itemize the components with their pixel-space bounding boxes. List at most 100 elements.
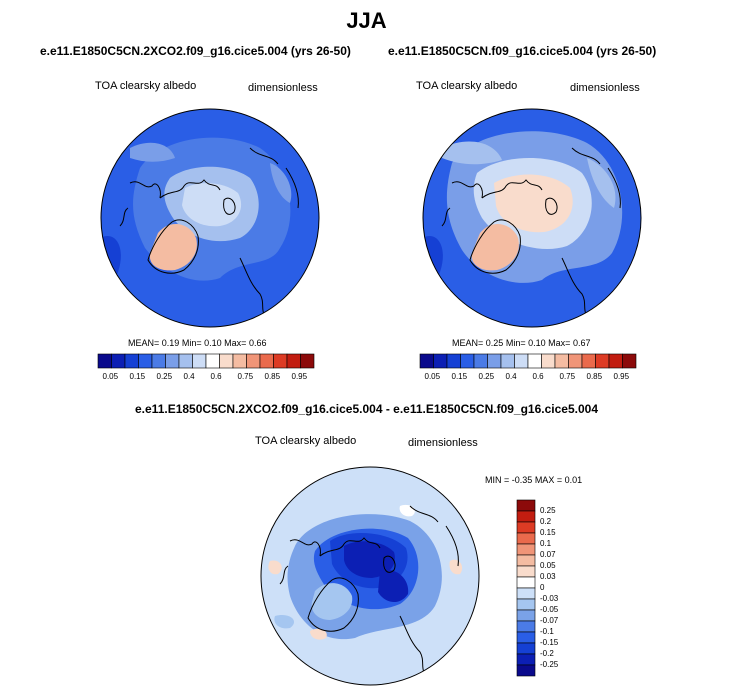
colorbar-swatch <box>433 353 448 369</box>
colorbar-tick-label: 0 <box>540 583 545 592</box>
panel2-mean: 0.25 <box>485 338 504 348</box>
difference-minmax: MIN = -0.35 MAX = 0.01 <box>485 475 582 485</box>
colorbar-swatch <box>246 353 261 369</box>
colorbar-swatch <box>581 353 596 369</box>
colorbar-tick-label: -0.1 <box>540 627 554 636</box>
colorbar-tick-label: 0.05 <box>102 372 119 381</box>
colorbar-swatch <box>554 353 569 369</box>
difference-min: -0.35 <box>511 475 533 485</box>
colorbar-swatch <box>608 353 623 369</box>
colorbar-swatch <box>516 653 536 666</box>
difference-title: e.e11.E1850C5CN.2XCO2.f09_g16.cice5.004 … <box>135 402 598 416</box>
colorbar-swatch <box>516 587 536 600</box>
panel2-min: 0.10 <box>528 338 546 348</box>
colorbar-swatch <box>473 353 488 369</box>
colorbar-swatch <box>516 565 536 578</box>
colorbar-tick-label: 0.05 <box>540 561 556 570</box>
colorbar-swatch <box>516 554 536 567</box>
colorbar-tick-label: 0.15 <box>540 528 556 537</box>
difference-max-label: MAX = <box>534 475 563 485</box>
colorbar-swatch <box>514 353 529 369</box>
panel1-min: 0.10 <box>204 338 222 348</box>
colorbar-tick-label: 0.6 <box>210 372 222 381</box>
panel1-max-label: Max= <box>224 338 247 348</box>
colorbar-tick-label: 0.15 <box>451 372 468 381</box>
colorbar-swatch <box>487 353 502 369</box>
panel2-max-label: Max= <box>548 338 571 348</box>
panel2-min-label: Min= <box>505 338 526 348</box>
colorbar-swatch <box>516 499 536 512</box>
panel2-stats: MEAN= 0.25 Min= 0.10 Max= 0.67 <box>452 338 590 348</box>
colorbar-swatch <box>622 353 637 369</box>
colorbar-tick-label: 0.07 <box>540 550 556 559</box>
colorbar-swatch <box>192 353 207 369</box>
panel2-polar-map <box>422 108 642 328</box>
colorbar-tick-label: 0.4 <box>183 372 195 381</box>
colorbar-tick-label: -0.15 <box>540 638 559 647</box>
colorbar-swatch <box>500 353 515 369</box>
colorbar-swatch <box>516 521 536 534</box>
colorbar-swatch <box>516 609 536 622</box>
panel1-colorbar-ticks: 0.05 0.15 0.25 0.4 0.6 0.75 0.85 0.95 <box>98 372 314 384</box>
colorbar-tick-label: 0.05 <box>424 372 441 381</box>
panel1-stats: MEAN= 0.19 Min= 0.10 Max= 0.66 <box>128 338 266 348</box>
colorbar-swatch <box>595 353 610 369</box>
difference-colorbar-ticks: 0.25 0.2 0.15 0.1 0.07 0.05 0.03 0 -0.03 -0.05 -0.… <box>540 500 580 676</box>
colorbar-swatch <box>516 543 536 556</box>
colorbar-swatch <box>516 664 536 677</box>
colorbar-tick-label: 0.1 <box>540 539 552 548</box>
difference-colorbar <box>516 499 536 677</box>
colorbar-swatch <box>259 353 274 369</box>
colorbar-tick-label: -0.07 <box>540 616 559 625</box>
colorbar-swatch <box>541 353 556 369</box>
panel1-case-title: e.e11.E1850C5CN.2XCO2.f09_g16.cice5.004 … <box>40 44 351 58</box>
panel1-mean-label: MEAN= <box>128 338 160 348</box>
colorbar-tick-label: 0.75 <box>237 372 254 381</box>
panel1-min-label: Min= <box>181 338 202 348</box>
colorbar-swatch <box>446 353 461 369</box>
colorbar-swatch <box>419 353 434 369</box>
panel2-colorbar <box>419 353 637 369</box>
colorbar-swatch <box>516 642 536 655</box>
colorbar-swatch <box>516 598 536 611</box>
colorbar-tick-label: 0.03 <box>540 572 556 581</box>
colorbar-tick-label: 0.95 <box>291 372 308 381</box>
colorbar-tick-label: 0.85 <box>586 372 603 381</box>
colorbar-swatch <box>111 353 126 369</box>
colorbar-swatch <box>138 353 153 369</box>
colorbar-swatch <box>300 353 315 369</box>
colorbar-swatch <box>516 631 536 644</box>
colorbar-swatch <box>232 353 247 369</box>
colorbar-swatch <box>460 353 475 369</box>
panel1-mean: 0.19 <box>161 338 180 348</box>
colorbar-swatch <box>286 353 301 369</box>
colorbar-tick-label: 0.4 <box>505 372 517 381</box>
colorbar-swatch <box>568 353 583 369</box>
panel2-colorbar-ticks: 0.05 0.15 0.25 0.4 0.6 0.75 0.85 0.95 <box>420 372 636 384</box>
difference-min-label: MIN = <box>485 475 510 485</box>
colorbar-tick-label: 0.2 <box>540 517 552 526</box>
colorbar-swatch <box>516 620 536 633</box>
colorbar-tick-label: 0.6 <box>532 372 544 381</box>
colorbar-swatch <box>97 353 112 369</box>
colorbar-swatch <box>516 532 536 545</box>
colorbar-tick-label: 0.95 <box>613 372 630 381</box>
panel1-variable: TOA clearsky albedo <box>95 80 197 92</box>
colorbar-tick-label: -0.25 <box>540 660 559 669</box>
colorbar-swatch <box>151 353 166 369</box>
colorbar-tick-label: 0.25 <box>156 372 173 381</box>
colorbar-tick-label: -0.2 <box>540 649 554 658</box>
colorbar-swatch <box>219 353 234 369</box>
difference-variable: TOA clearsky albedo <box>255 435 357 447</box>
panel2-units: dimensionless <box>570 82 640 94</box>
colorbar-tick-label: 0.25 <box>540 506 556 515</box>
colorbar-swatch <box>205 353 220 369</box>
difference-max: 0.01 <box>564 475 583 485</box>
panel2-max: 0.67 <box>572 338 591 348</box>
panel1-max: 0.66 <box>248 338 267 348</box>
panel2-variable: TOA clearsky albedo <box>416 80 518 92</box>
colorbar-swatch <box>527 353 542 369</box>
colorbar-tick-label: 0.15 <box>129 372 146 381</box>
panel1-colorbar <box>97 353 315 369</box>
difference-units: dimensionless <box>408 437 478 449</box>
